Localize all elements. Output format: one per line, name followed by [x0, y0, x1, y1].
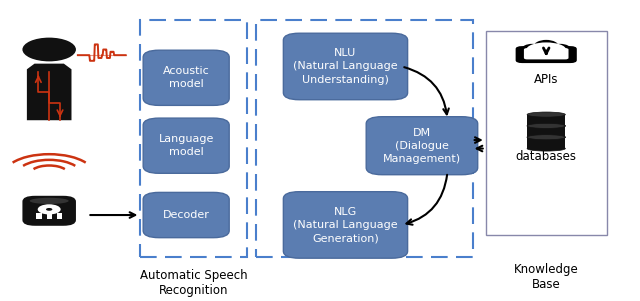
Ellipse shape	[527, 123, 565, 129]
Ellipse shape	[527, 135, 565, 140]
Bar	[256, 20, 473, 257]
Ellipse shape	[29, 198, 68, 204]
Text: databases: databases	[516, 150, 577, 163]
PathPatch shape	[27, 64, 72, 120]
FancyBboxPatch shape	[22, 196, 76, 226]
Ellipse shape	[527, 42, 566, 57]
Text: Decoder: Decoder	[163, 210, 210, 220]
Text: NLU
(Natural Language
Understanding): NLU (Natural Language Understanding)	[293, 48, 398, 85]
Bar	[527, 126, 565, 137]
Text: Automatic Speech
Recognition: Automatic Speech Recognition	[140, 269, 248, 297]
Bar	[527, 137, 565, 148]
Bar	[486, 31, 607, 235]
FancyBboxPatch shape	[143, 118, 229, 173]
FancyBboxPatch shape	[284, 192, 408, 258]
Circle shape	[38, 204, 61, 215]
Circle shape	[46, 208, 52, 211]
Bar	[47, 213, 52, 219]
Text: Acoustic
model: Acoustic model	[163, 66, 209, 89]
Circle shape	[22, 38, 76, 61]
Text: Knowledge
Base: Knowledge Base	[514, 263, 579, 291]
Bar	[36, 213, 42, 219]
Bar	[527, 115, 565, 126]
FancyBboxPatch shape	[284, 33, 408, 100]
FancyBboxPatch shape	[524, 48, 568, 59]
Text: NLG
(Natural Language
Generation): NLG (Natural Language Generation)	[293, 207, 398, 243]
Ellipse shape	[527, 146, 565, 151]
Ellipse shape	[527, 123, 565, 129]
Text: APIs: APIs	[534, 73, 559, 86]
Bar	[140, 20, 247, 257]
FancyBboxPatch shape	[366, 117, 477, 175]
Text: Language
model: Language model	[159, 134, 214, 157]
Bar	[57, 213, 62, 219]
Text: DM
(Dialogue
Management): DM (Dialogue Management)	[383, 128, 461, 164]
FancyBboxPatch shape	[516, 46, 577, 63]
Ellipse shape	[527, 135, 565, 140]
Ellipse shape	[527, 112, 565, 117]
FancyBboxPatch shape	[143, 192, 229, 238]
Ellipse shape	[522, 44, 543, 55]
FancyBboxPatch shape	[143, 50, 229, 105]
Ellipse shape	[534, 40, 559, 54]
Ellipse shape	[549, 44, 571, 55]
